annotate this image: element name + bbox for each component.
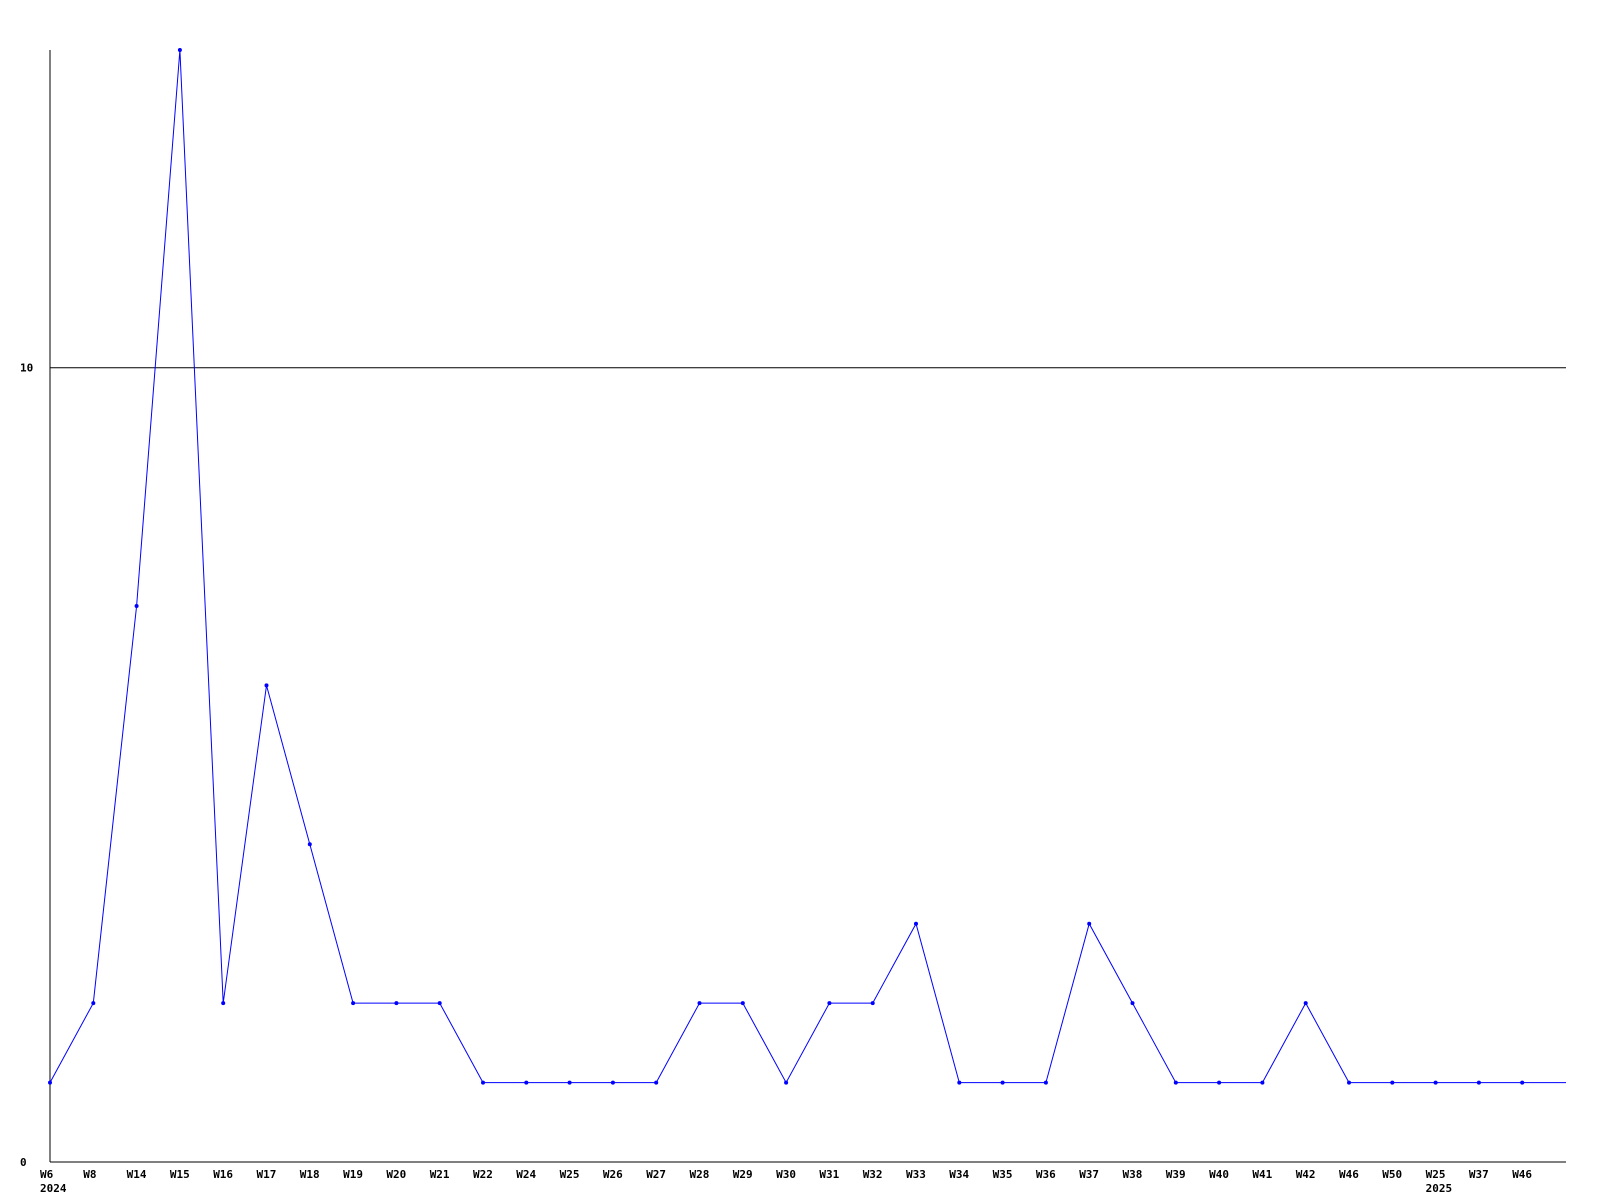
data-point [957,1080,962,1085]
x-tick-label: W8 [83,1168,96,1181]
data-point [1130,1001,1135,1006]
data-point [1260,1080,1265,1085]
x-tick-labels: W6 W8 W14 W15 W16 W17 W18 W19 W20 W21 W22 W24 W25 W26… [40,1168,1532,1195]
x-tick-label: W15 [170,1168,190,1181]
data-point [177,48,182,52]
data-point [221,1001,226,1006]
x-tick-label: W33 [906,1168,926,1181]
data-point [1000,1080,1005,1085]
x-tick-label: W38 [1123,1168,1143,1181]
x-tick-label: W20 [386,1168,406,1181]
x-tick-label: W21 [430,1168,450,1181]
x-tick-label: W28 [690,1168,710,1181]
data-point [1347,1080,1351,1085]
x-tick-label: W46 [1512,1168,1532,1181]
x-tick-label: W40 [1209,1168,1229,1181]
data-point [307,842,312,847]
x-tick-label: W37 [1079,1168,1099,1181]
x-tick-label: W22 [473,1168,493,1181]
x-tick-label: W39 [1166,1168,1186,1181]
data-point [1173,1080,1178,1085]
data-point [827,1001,832,1006]
data-point [1433,1080,1438,1085]
x-tick-label: W29 [733,1168,753,1181]
x-tick-label: W50 [1382,1168,1402,1181]
x-tick-label: W34 [949,1168,969,1181]
data-point [654,1080,659,1085]
y-tick-labels: 0 10 [20,362,33,1169]
data-point [870,1001,875,1006]
x-tick-label: W24 [516,1168,536,1181]
data-point [524,1080,529,1085]
x-tick-label: W25 [560,1168,580,1181]
x-tick-label: W27 [646,1168,666,1181]
x-tick-label: W16 [213,1168,233,1181]
data-point [697,1001,702,1006]
x-tick-label: W25 [1426,1168,1446,1181]
data-point [740,1001,745,1006]
x-tick-label: W6 [40,1168,54,1181]
data-point [1217,1080,1222,1085]
data-point [1043,1080,1048,1085]
x-tick-label: W30 [776,1168,796,1181]
data-point [914,921,918,926]
x-tick-label: W46 [1339,1168,1359,1181]
data-point [784,1080,789,1085]
x-tick-label: W37 [1469,1168,1489,1181]
y-tick-label: 0 [20,1156,27,1169]
x-tick-label: W18 [300,1168,320,1181]
data-point [91,1001,96,1006]
x-tick-label: W14 [127,1168,147,1181]
data-point [264,683,269,688]
data-point [134,604,139,608]
data-point [1303,1001,1308,1006]
data-point [394,1001,399,1006]
series [48,48,1566,1085]
axes [49,50,1566,1163]
data-point [48,1080,52,1085]
x-tick-label: W35 [993,1168,1013,1181]
x-year-label: 2025 [1426,1182,1453,1195]
x-tick-label: W17 [257,1168,277,1181]
data-point [1087,921,1092,926]
y-tick-label: 10 [20,362,33,375]
data-point [1476,1080,1481,1085]
data-point [481,1080,485,1085]
x-tick-label: W31 [819,1168,839,1181]
x-tick-label: W41 [1252,1168,1272,1181]
data-point [437,1001,442,1006]
x-tick-label: W42 [1296,1168,1316,1181]
x-year-label: 2024 [40,1182,67,1195]
data-point [567,1080,572,1085]
data-point [351,1001,356,1006]
data-point [1390,1080,1395,1085]
data-point [1520,1080,1525,1085]
x-tick-label: W19 [343,1168,363,1181]
data-point [610,1080,615,1085]
x-tick-label: W26 [603,1168,623,1181]
x-tick-label: W36 [1036,1168,1056,1181]
x-tick-label: W32 [863,1168,883,1181]
series-line [49,49,1566,1084]
